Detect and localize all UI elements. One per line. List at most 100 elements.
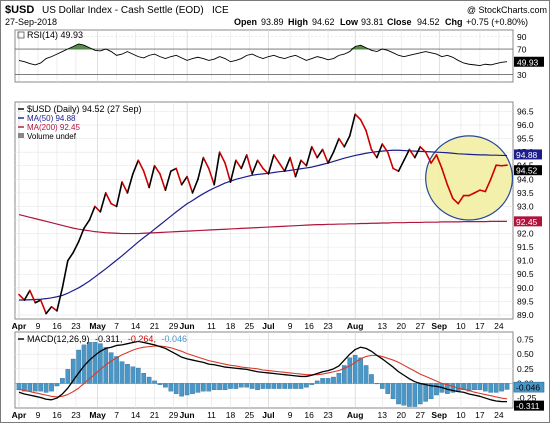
- macd-histogram-bar: [152, 380, 157, 384]
- price-value-tag-label: 94.88: [516, 150, 538, 160]
- open-value: 93.89: [261, 17, 284, 27]
- macd-histogram-bar: [255, 383, 260, 391]
- gridlines: [18, 30, 500, 408]
- macd-histogram-bar: [488, 383, 494, 393]
- macd-histogram-bar: [22, 383, 27, 392]
- price-y-tick-label: 96.5: [517, 106, 534, 116]
- macd-histogram-bar: [309, 383, 315, 385]
- macd-histogram-bar: [379, 383, 385, 389]
- price-segment: [300, 159, 308, 167]
- macd-histogram-bar: [325, 378, 331, 384]
- price-segment: [316, 148, 324, 159]
- x-tick-label: Apr: [12, 410, 27, 420]
- highlight-ellipse: [425, 135, 514, 221]
- price-segment: [94, 205, 102, 213]
- price-segment: [495, 164, 503, 167]
- price-segment: [446, 183, 454, 200]
- macd-histogram-bar: [396, 383, 401, 405]
- price-segment: [207, 167, 215, 186]
- macd-histogram-bar: [293, 383, 298, 389]
- rsi-y-tick-label: 90: [517, 32, 527, 42]
- x-tick-label: 9: [288, 321, 293, 331]
- price-y-tick-label: 90.5: [517, 269, 534, 279]
- price-segment: [137, 159, 145, 172]
- macd-y-tick-label: 0.75: [517, 335, 534, 345]
- x-tick-label: 20: [397, 410, 407, 420]
- macd-histogram-bar: [260, 383, 266, 389]
- x-tick-label: 10: [456, 321, 466, 331]
- x-tick-label: Jul: [262, 410, 274, 420]
- price-y-tick-label: 96.0: [517, 120, 534, 130]
- price-segment: [202, 156, 210, 170]
- price-legend: $USD (Daily) 94.52 (27 Sep) MA(50) 94.88…: [18, 104, 142, 141]
- price-segment: [121, 181, 129, 194]
- macd-histogram-bar: [60, 378, 65, 384]
- macd-title-histogram: -0.046: [161, 334, 187, 344]
- macd-histogram-bar: [314, 380, 320, 384]
- price-segment: [348, 113, 356, 137]
- price-value-tag: [514, 149, 542, 160]
- macd-histogram-bar: [238, 383, 244, 388]
- x-tick-label: 20: [397, 321, 407, 331]
- macd-histogram-bar: [27, 383, 33, 392]
- macd-histogram-bar: [130, 366, 136, 384]
- macd-histogram-bar: [504, 383, 510, 390]
- price-y-tick-label: 92.0: [517, 229, 534, 239]
- price-segment: [77, 227, 85, 243]
- price-segment: [479, 189, 487, 193]
- macd-title: MACD(12,26,9) -0.311, -0.264, -0.046: [27, 334, 187, 344]
- macd-histogram-bar: [157, 383, 163, 385]
- x-tick-label: 17: [475, 410, 485, 420]
- ma200-line: [18, 213, 507, 235]
- macd-signal-line: [18, 345, 508, 400]
- price-segment: [164, 170, 172, 191]
- x-tick-label: 27: [416, 410, 426, 420]
- price-value-tag: [514, 216, 542, 227]
- macd-line: [18, 340, 508, 403]
- price-y-tick-label: 94.0: [517, 174, 534, 184]
- macd-histogram-bar: [336, 373, 342, 384]
- price-segment: [267, 154, 275, 175]
- macd-histogram-bar: [179, 383, 184, 397]
- macd-y-tick-label: -0.25: [517, 393, 537, 403]
- price-segment: [235, 159, 243, 170]
- symbol-title: $USD: [5, 4, 34, 16]
- macd-y-tick-label: 0.50: [517, 349, 534, 359]
- macd-histogram-bar: [342, 365, 347, 384]
- high-label: High: [288, 17, 308, 27]
- macd-histogram-bar: [466, 383, 472, 392]
- macd-histogram-bar: [266, 383, 271, 389]
- low-value: 93.81: [361, 17, 384, 27]
- macd-histogram-bar: [190, 383, 195, 394]
- price-y-tick-label: 95.5: [517, 134, 534, 144]
- price-segment: [473, 189, 481, 194]
- x-tick-label: 25: [245, 321, 255, 331]
- price-y-tick-label: 90.0: [517, 283, 534, 293]
- macd-histogram-bar: [401, 383, 407, 406]
- macd-histogram-bar: [493, 383, 499, 393]
- macd-histogram-bar: [385, 383, 391, 394]
- rsi-legend-swatch: [17, 31, 25, 39]
- price-y-tick-label: 93.0: [517, 201, 534, 211]
- macd-histogram-bar: [374, 383, 380, 385]
- macd-histogram-bar: [428, 383, 434, 400]
- price-segment: [332, 137, 340, 153]
- x-tick-label: 21: [150, 321, 160, 331]
- x-tick-label: 7: [114, 321, 119, 331]
- price-segment: [99, 192, 107, 213]
- price-segment: [430, 154, 438, 164]
- macd-histogram-bar: [125, 364, 130, 384]
- exchange-label: ICE: [212, 5, 229, 16]
- price-segment: [18, 293, 26, 301]
- price-segment: [262, 167, 270, 175]
- price-segment: [305, 145, 313, 167]
- price-segment: [126, 173, 134, 194]
- macd-histogram-bar: [222, 383, 228, 391]
- macd-histogram-bar: [271, 383, 277, 389]
- macd-histogram-bar: [114, 356, 119, 384]
- macd-histogram-bar: [499, 383, 504, 392]
- price-value-tag-label: 92.45: [516, 217, 538, 227]
- price-segment: [500, 164, 508, 167]
- price-segment: [419, 145, 427, 153]
